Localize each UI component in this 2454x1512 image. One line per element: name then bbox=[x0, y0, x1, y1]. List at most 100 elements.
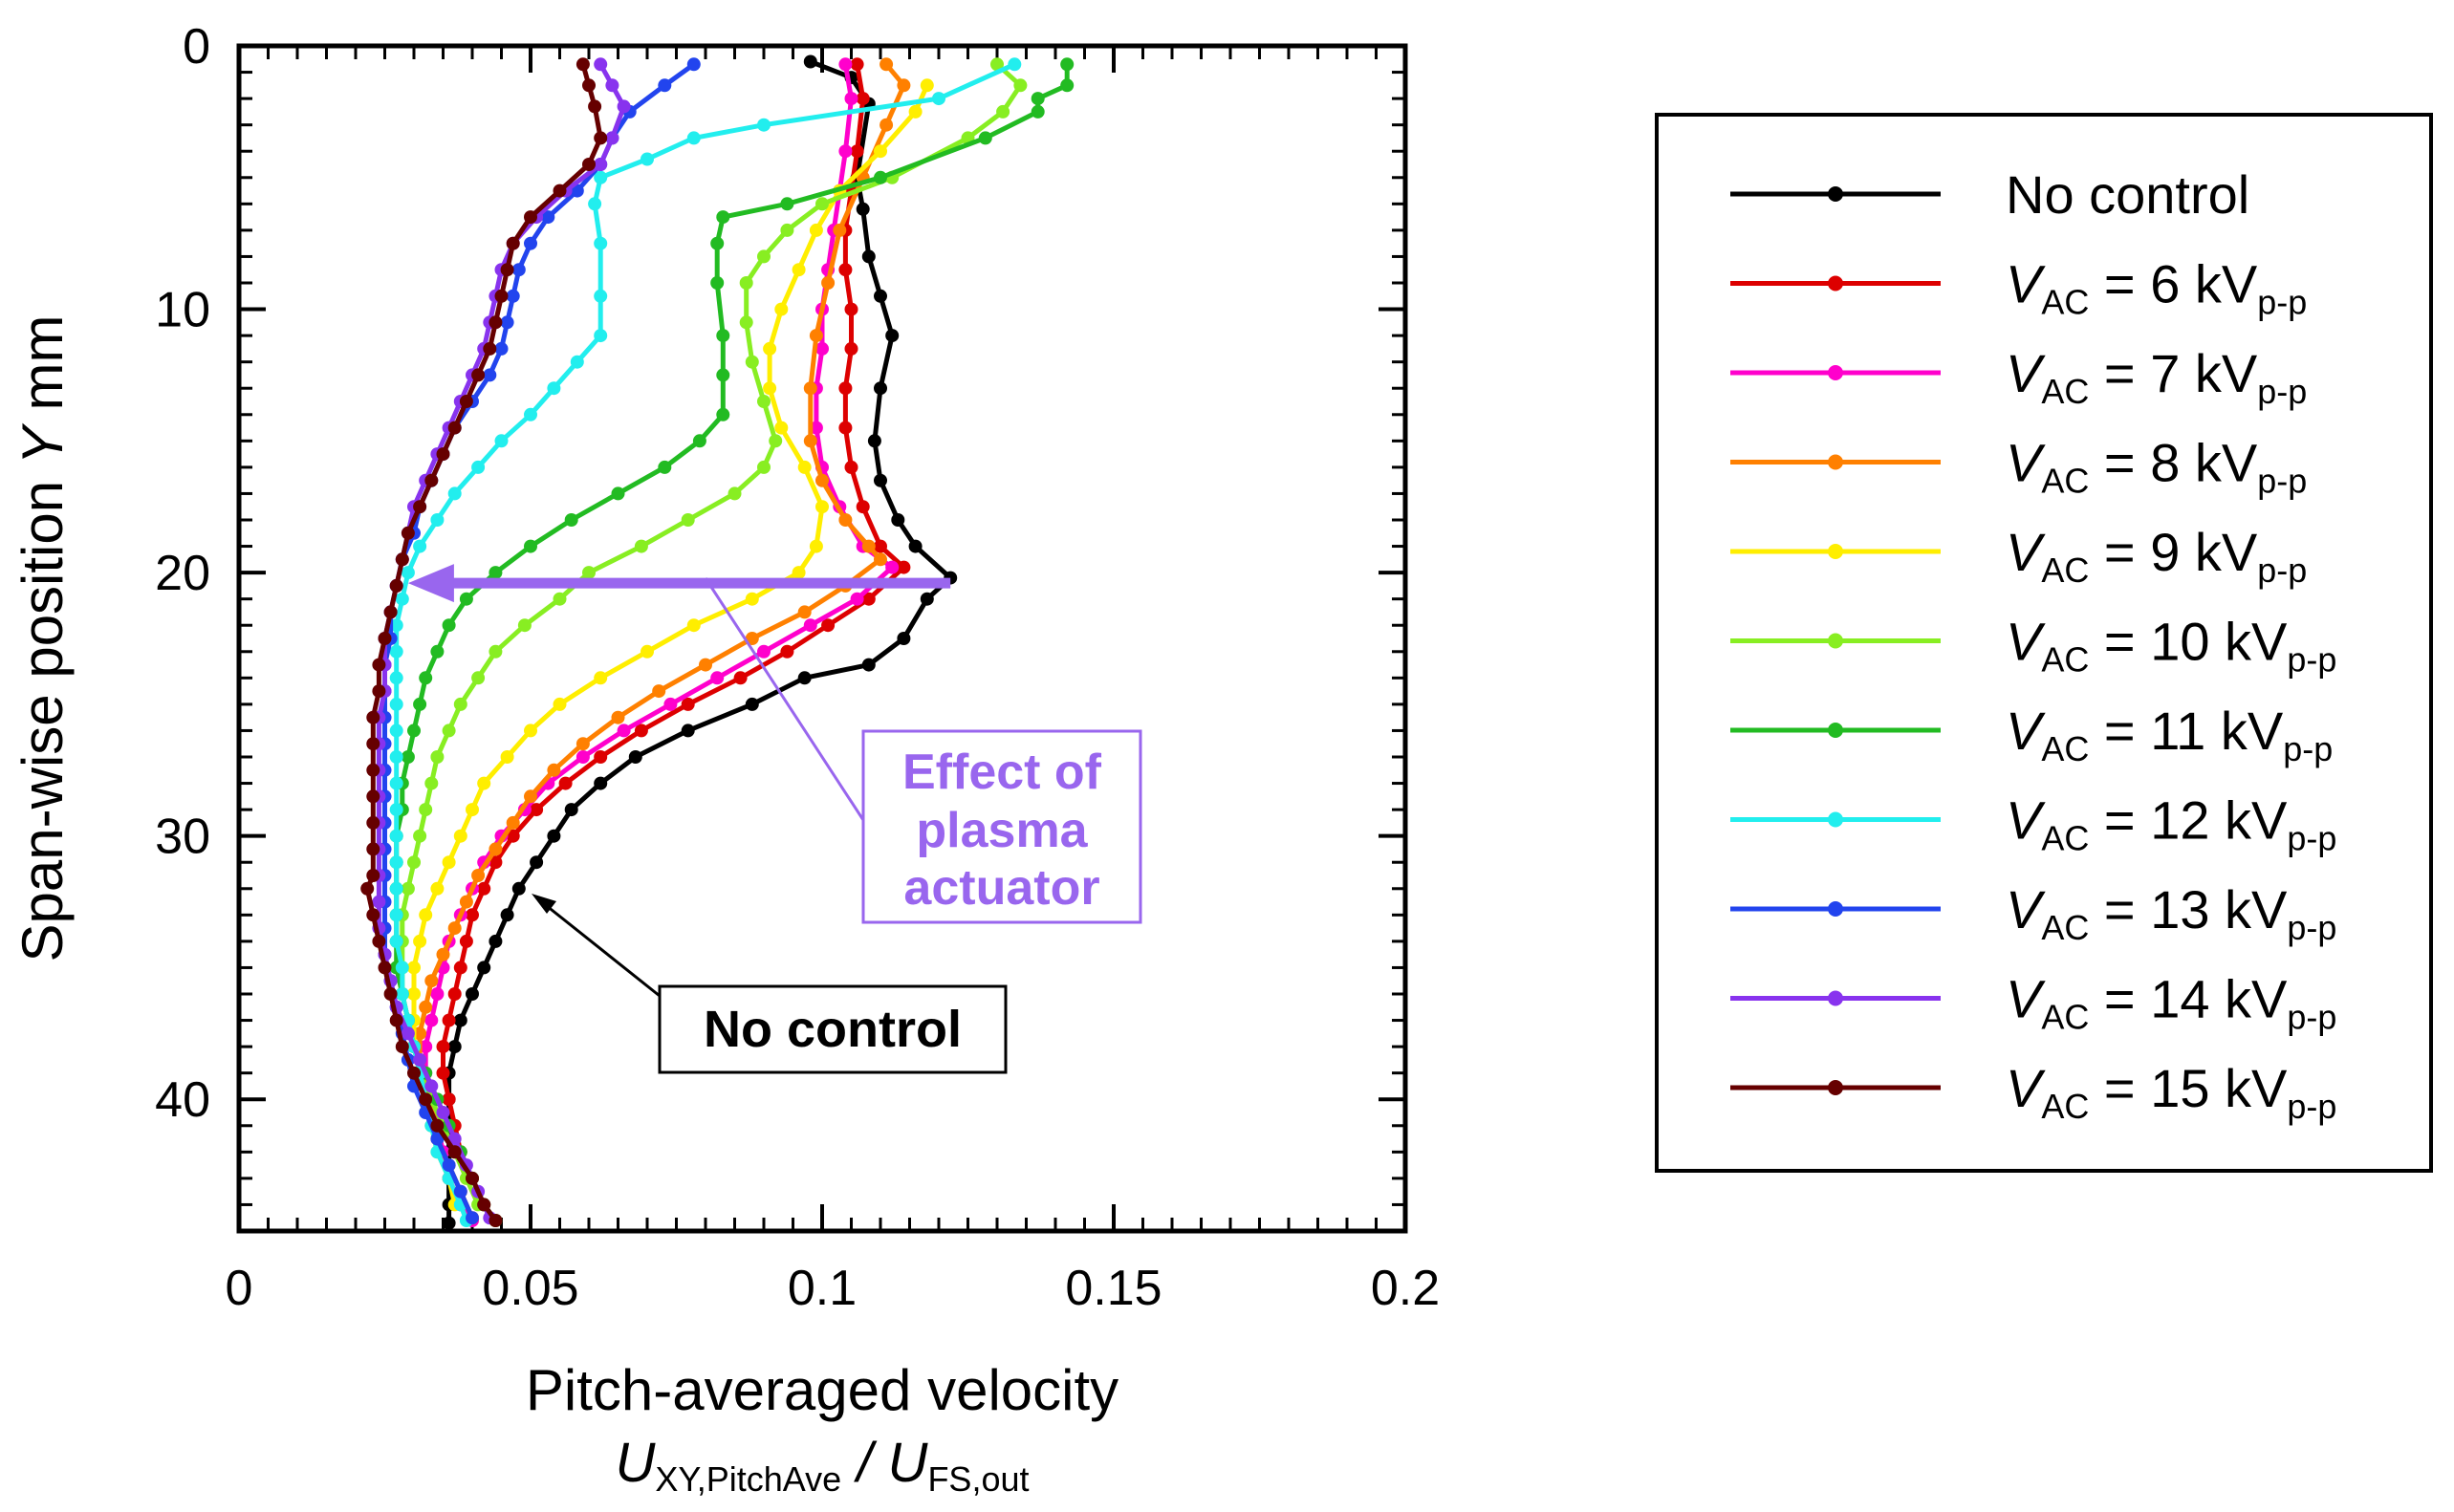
legend-label: VAC = 12 kVp-p bbox=[2006, 790, 2336, 858]
data-point bbox=[442, 618, 456, 633]
data-point bbox=[745, 355, 759, 369]
data-point bbox=[686, 131, 701, 145]
data-point bbox=[378, 961, 392, 975]
data-point bbox=[797, 671, 812, 685]
data-point bbox=[809, 223, 823, 237]
data-point bbox=[395, 592, 409, 606]
data-point bbox=[372, 934, 386, 948]
data-point bbox=[389, 671, 403, 685]
data-point bbox=[424, 473, 439, 487]
data-point bbox=[611, 710, 625, 724]
data-point bbox=[641, 152, 654, 166]
data-point bbox=[366, 763, 380, 777]
legend-label: VAC = 13 kVp-p bbox=[2006, 879, 2336, 947]
data-point bbox=[1060, 78, 1075, 93]
data-point bbox=[489, 842, 503, 856]
data-point bbox=[530, 803, 544, 817]
data-point bbox=[511, 881, 526, 896]
data-point bbox=[681, 697, 695, 711]
data-point bbox=[489, 315, 503, 330]
effect-annotation: Effect of plasma actuator bbox=[407, 564, 1142, 924]
legend-label: VAC = 14 kVp-p bbox=[2006, 969, 2336, 1037]
legend-entry: VAC = 10 kVp-p bbox=[1730, 612, 2336, 680]
legend-swatch-marker bbox=[1828, 454, 1843, 470]
data-point bbox=[413, 934, 427, 948]
data-point bbox=[466, 1211, 479, 1225]
data-point bbox=[605, 131, 619, 145]
legend-entry: VAC = 13 kVp-p bbox=[1730, 879, 2336, 947]
data-point bbox=[389, 1013, 403, 1027]
data-point bbox=[500, 315, 514, 330]
legend-entry: No control bbox=[1730, 164, 2249, 225]
data-point bbox=[471, 869, 486, 882]
data-point bbox=[453, 829, 467, 843]
data-point bbox=[594, 131, 608, 145]
data-point bbox=[506, 236, 520, 250]
data-point bbox=[360, 881, 375, 896]
data-point bbox=[594, 776, 608, 790]
data-point bbox=[413, 697, 427, 711]
data-point bbox=[366, 869, 380, 882]
data-point bbox=[442, 1216, 456, 1230]
data-point bbox=[442, 1092, 456, 1107]
legend-swatch-marker bbox=[1828, 275, 1843, 292]
legend-label: VAC = 8 kVp-p bbox=[2006, 433, 2307, 501]
data-point bbox=[524, 789, 537, 804]
legend-label: VAC = 9 kVp-p bbox=[2006, 522, 2307, 590]
no-control-annotation: No control bbox=[532, 894, 1008, 1074]
data-point bbox=[459, 895, 473, 909]
data-point bbox=[407, 855, 421, 870]
data-point bbox=[459, 934, 473, 948]
data-point bbox=[815, 197, 829, 211]
data-point bbox=[389, 724, 403, 738]
data-point bbox=[996, 104, 1010, 119]
data-point bbox=[466, 908, 479, 922]
no-control-label-box bbox=[658, 984, 1008, 1074]
data-point bbox=[920, 592, 934, 606]
data-point bbox=[466, 1171, 479, 1185]
x-axis-title: Pitch-averaged velocity bbox=[526, 1358, 1118, 1422]
data-point bbox=[424, 974, 439, 988]
data-point bbox=[401, 526, 415, 540]
data-point bbox=[453, 1013, 467, 1027]
data-point bbox=[477, 881, 491, 896]
data-point bbox=[430, 987, 445, 1001]
x-tick-label: 0.05 bbox=[482, 1261, 578, 1316]
data-point bbox=[897, 78, 911, 93]
data-point bbox=[663, 697, 678, 711]
data-point bbox=[494, 434, 509, 448]
y-tick-label: 20 bbox=[155, 546, 210, 601]
legend-entry: VAC = 9 kVp-p bbox=[1730, 522, 2307, 590]
legend-entry: VAC = 11 kVp-p bbox=[1730, 701, 2333, 768]
data-point bbox=[401, 881, 415, 896]
data-point bbox=[792, 263, 806, 277]
y-tick-label: 30 bbox=[155, 810, 210, 865]
data-point bbox=[471, 460, 486, 474]
data-point bbox=[419, 1000, 433, 1014]
data-point bbox=[803, 381, 817, 396]
data-point bbox=[424, 1013, 439, 1027]
data-point bbox=[757, 395, 771, 408]
legend-swatch-marker bbox=[1828, 990, 1843, 1006]
data-point bbox=[681, 513, 695, 527]
data-point bbox=[838, 421, 853, 435]
effect-label-line-1: Effect of bbox=[902, 745, 1102, 800]
data-point bbox=[757, 118, 771, 132]
data-point bbox=[757, 460, 771, 474]
data-point bbox=[634, 724, 648, 738]
data-point bbox=[453, 1184, 467, 1199]
data-point bbox=[763, 341, 777, 356]
data-point bbox=[1031, 104, 1045, 119]
data-point bbox=[453, 961, 467, 975]
data-point bbox=[366, 815, 380, 830]
data-point bbox=[407, 961, 421, 975]
data-point bbox=[867, 434, 881, 448]
legend-label: No control bbox=[2006, 164, 2249, 225]
data-point bbox=[699, 658, 712, 672]
data-point bbox=[506, 289, 520, 303]
data-point bbox=[716, 210, 730, 225]
data-point bbox=[856, 500, 870, 514]
data-point bbox=[407, 1066, 421, 1080]
data-point bbox=[739, 315, 753, 330]
